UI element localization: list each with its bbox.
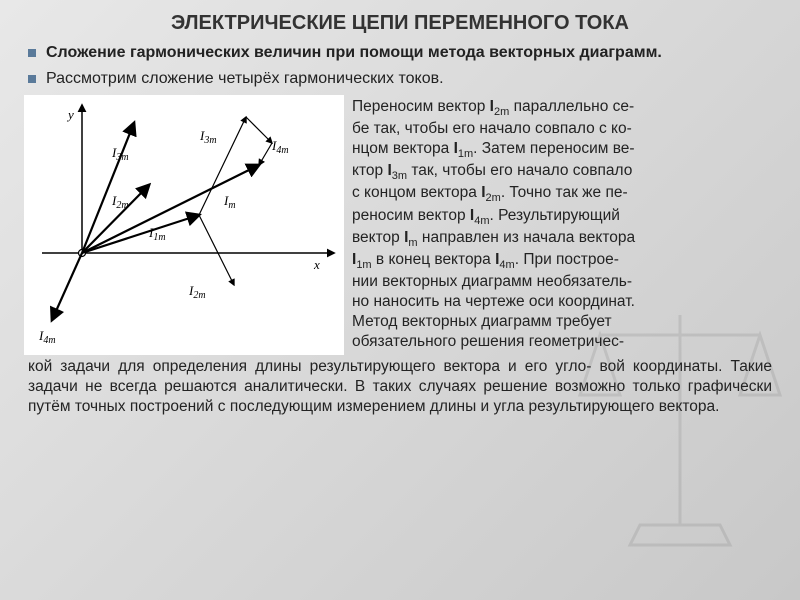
bullet-item-2: Рассмотрим сложение четырёх гармонически… xyxy=(28,69,772,89)
page-container: ЭЛЕКТРИЧЕСКИЕ ЦЕПИ ПЕРЕМЕННОГО ТОКА Слож… xyxy=(0,0,800,426)
content-row: yxI3mI2mI1mImI4mI2mI3mI4m Переносим вект… xyxy=(28,95,772,355)
bottom-paragraph: кой задачи для определения длины результ… xyxy=(28,357,772,416)
bullet-item-1: Сложение гармонических величин при помощ… xyxy=(28,43,772,63)
page-title: ЭЛЕКТРИЧЕСКИЕ ЦЕПИ ПЕРЕМЕННОГО ТОКА xyxy=(28,12,772,35)
bullet-icon xyxy=(28,49,36,57)
bullet-icon xyxy=(28,75,36,83)
vector-diagram: yxI3mI2mI1mImI4mI2mI3mI4m xyxy=(24,95,344,355)
bullet-text-2: Рассмотрим сложение четырёх гармонически… xyxy=(46,69,444,89)
svg-text:x: x xyxy=(313,257,320,272)
side-paragraph: Переносим вектор I2m параллельно се-бе т… xyxy=(352,95,772,351)
bullet-text-1: Сложение гармонических величин при помощ… xyxy=(46,43,662,63)
svg-text:y: y xyxy=(66,107,74,122)
